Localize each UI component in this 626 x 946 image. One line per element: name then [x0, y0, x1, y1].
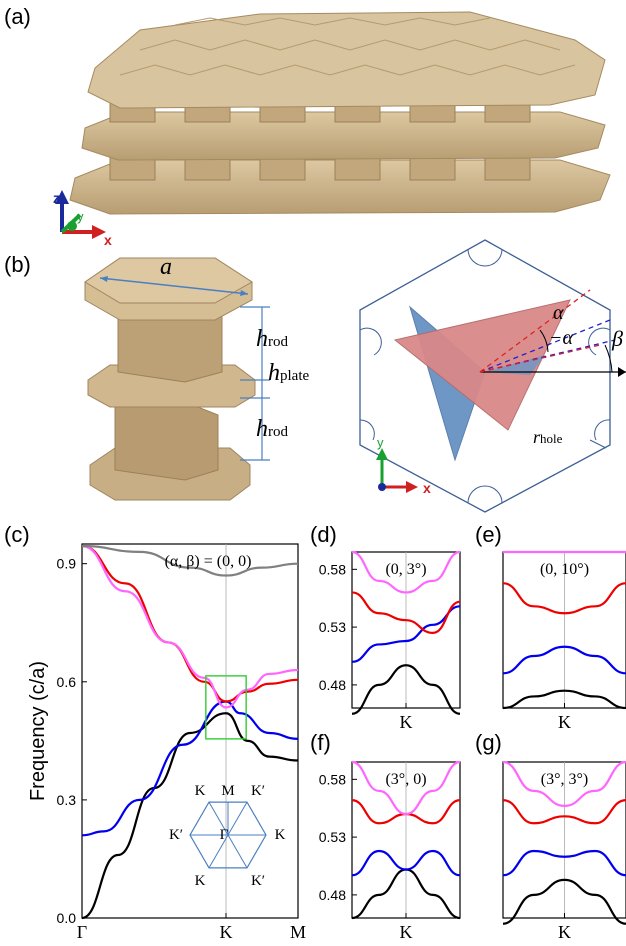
- axis-y-label: y: [77, 209, 84, 224]
- band-line-e-1: [502, 645, 626, 675]
- x-tick-label-e: K: [558, 712, 571, 732]
- chart-title-c: (α, β) = (0, 0): [165, 553, 252, 570]
- chart-title-d: (0, 3°): [385, 561, 426, 578]
- band-line-d-0: [351, 664, 461, 715]
- h-plate-label: hplate: [268, 360, 310, 386]
- h-rod-label-top: hrod: [256, 326, 288, 352]
- y-tick-label-d: 0.53: [319, 619, 346, 635]
- y-tick-label-f: 0.48: [319, 887, 346, 903]
- band-line-e-0: [502, 689, 626, 710]
- bz-label: K′: [169, 827, 183, 843]
- bz-label: K′: [251, 783, 265, 799]
- panel-label-d: (d): [310, 522, 337, 547]
- panel-a-structure-render: z y x: [53, 11, 611, 248]
- neg-alpha-label: −α: [549, 327, 573, 349]
- band-line-g-0: [502, 878, 626, 925]
- y-tick-label-c: 0.0: [57, 910, 77, 926]
- zoom-box: [205, 675, 247, 740]
- band-line-g-3: [502, 760, 626, 808]
- chart-title-f: (3°, 0): [385, 771, 426, 788]
- y-axis-label-c: Frequency (c/a): [27, 661, 49, 801]
- bz-label: K′: [251, 873, 265, 889]
- band-line-c-2: [81, 544, 299, 703]
- panel-label-a: (a): [4, 4, 31, 29]
- band-line-f-1: [351, 849, 461, 877]
- bz-label: K: [195, 783, 206, 799]
- y-tick-label-c: 0.3: [57, 792, 77, 808]
- x-tick-label-c: Γ: [77, 922, 87, 942]
- panel-label-f: (f): [310, 730, 331, 755]
- x-tick-label-d: K: [400, 712, 413, 732]
- axis-z-label: z: [53, 190, 60, 206]
- y-tick-label-c: 0.6: [57, 674, 77, 690]
- band-line-c-1: [81, 700, 299, 837]
- band-line-c-3: [81, 544, 299, 709]
- y-tick-label-d: 0.58: [319, 561, 346, 577]
- panel-label-g: (g): [475, 730, 502, 755]
- h-rod-label-bottom: hrod: [256, 416, 288, 442]
- band-line-d-2: [351, 591, 461, 634]
- y-tick-label-c: 0.9: [57, 556, 77, 572]
- panel-label-b: (b): [4, 252, 31, 277]
- dim-a-label: a: [160, 254, 172, 280]
- bz-label: M: [221, 783, 234, 799]
- bz-label: K: [195, 873, 206, 889]
- band-line-d-1: [351, 605, 461, 663]
- band-line-c-0: [81, 712, 299, 920]
- panel-label-e: (e): [475, 522, 502, 547]
- band-line-f-3: [351, 760, 461, 816]
- x-tick-label-c: M: [290, 922, 306, 942]
- x-tick-label-g: K: [558, 922, 571, 942]
- bz-label: Γ: [220, 827, 229, 843]
- bz-label: K: [275, 827, 286, 843]
- x-tick-label-f: K: [400, 922, 413, 942]
- band-line-c-4: [81, 544, 299, 577]
- r-hole-label: rrodhole: [533, 427, 563, 447]
- y-tick-label-f: 0.53: [319, 829, 346, 845]
- y-tick-label-f: 0.58: [319, 771, 346, 787]
- axis-x-label: x: [104, 232, 112, 248]
- plot-frame-c: [81, 543, 299, 919]
- panel-label-c: (c): [4, 522, 30, 547]
- beta-label: β: [612, 326, 623, 351]
- band-line-d-3: [351, 550, 461, 594]
- chart-title-e: (0, 10°): [540, 561, 589, 578]
- panel-a-axes-icon: [55, 190, 106, 239]
- band-line-g-2: [502, 799, 626, 825]
- x-tick-label-c: K: [220, 922, 233, 942]
- chart-title-g: (3°, 3°): [541, 771, 588, 788]
- band-line-e-2: [502, 582, 626, 615]
- y-tick-label-d: 0.48: [319, 677, 346, 693]
- band-line-g-1: [502, 849, 626, 877]
- alpha-label: α: [553, 302, 564, 324]
